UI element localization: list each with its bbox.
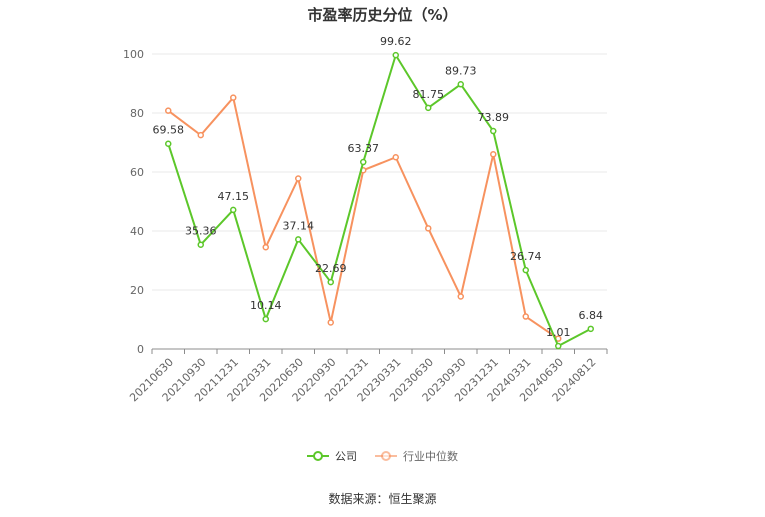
- data-point-company: [360, 158, 367, 166]
- data-point-company: [295, 236, 302, 243]
- data-point-industry: [295, 175, 302, 182]
- data-point-company: [555, 342, 562, 350]
- data-label-company: 73.89: [478, 111, 510, 124]
- data-label-company: 63.37: [348, 142, 380, 155]
- y-tick-label: 20: [130, 284, 144, 297]
- legend-company-label: 公司: [335, 450, 357, 463]
- data-point-company: [490, 127, 497, 135]
- legend-item-company[interactable]: 公司: [307, 448, 357, 464]
- data-point-company: [262, 315, 269, 323]
- chart-title: 市盈率历史分位（%）: [307, 6, 458, 24]
- data-point-company: [522, 266, 529, 274]
- data-point-industry: [425, 225, 432, 232]
- data-point-industry: [522, 313, 529, 320]
- data-point-industry: [327, 319, 334, 326]
- data-point-company: [165, 140, 172, 147]
- data-point-industry: [262, 243, 269, 251]
- data-label-company: 47.15: [218, 190, 250, 203]
- data-label-company: 6.84: [579, 309, 604, 322]
- data-label-company: 37.14: [283, 219, 315, 232]
- data-label-company: 99.62: [380, 35, 412, 48]
- data-point-company: [392, 51, 399, 59]
- legend-industry-icon: [375, 451, 397, 461]
- data-point-industry: [490, 151, 497, 158]
- data-label-company: 10.14: [250, 299, 282, 312]
- chart-plot: 0204060801002021063020210930202112312022…: [123, 35, 608, 404]
- data-point-company: [327, 278, 334, 286]
- y-tick-label: 0: [137, 343, 144, 356]
- data-point-industry: [392, 154, 399, 161]
- data-point-industry: [197, 131, 204, 139]
- data-point-industry: [230, 94, 237, 101]
- data-label-company: 69.58: [153, 124, 185, 137]
- data-label-company: 35.36: [185, 225, 217, 238]
- data-label-company: 22.69: [315, 262, 347, 275]
- y-tick-label: 80: [130, 107, 144, 120]
- data-label-company: 26.74: [510, 250, 542, 263]
- data-point-company: [457, 81, 464, 88]
- series-line-company: [167, 54, 592, 348]
- data-label-company: 89.73: [445, 64, 477, 77]
- data-point-company: [197, 241, 204, 248]
- source-note: 数据来源：恒生聚源: [328, 492, 437, 506]
- data-point-company: [425, 104, 432, 112]
- y-tick-label: 100: [123, 48, 144, 61]
- data-label-company: 1.01: [546, 326, 571, 339]
- legend-item-industry[interactable]: 行业中位数: [375, 448, 458, 464]
- data-point-industry: [165, 107, 172, 114]
- legend: 公司 行业中位数: [0, 446, 765, 466]
- data-point-company: [587, 325, 594, 333]
- legend-industry-label: 行业中位数: [403, 450, 458, 463]
- y-tick-label: 40: [130, 225, 144, 238]
- legend-company-icon: [307, 451, 329, 461]
- data-point-industry: [457, 293, 464, 300]
- y-tick-label: 60: [130, 166, 144, 179]
- data-label-company: 81.75: [413, 88, 445, 101]
- data-point-company: [230, 206, 237, 214]
